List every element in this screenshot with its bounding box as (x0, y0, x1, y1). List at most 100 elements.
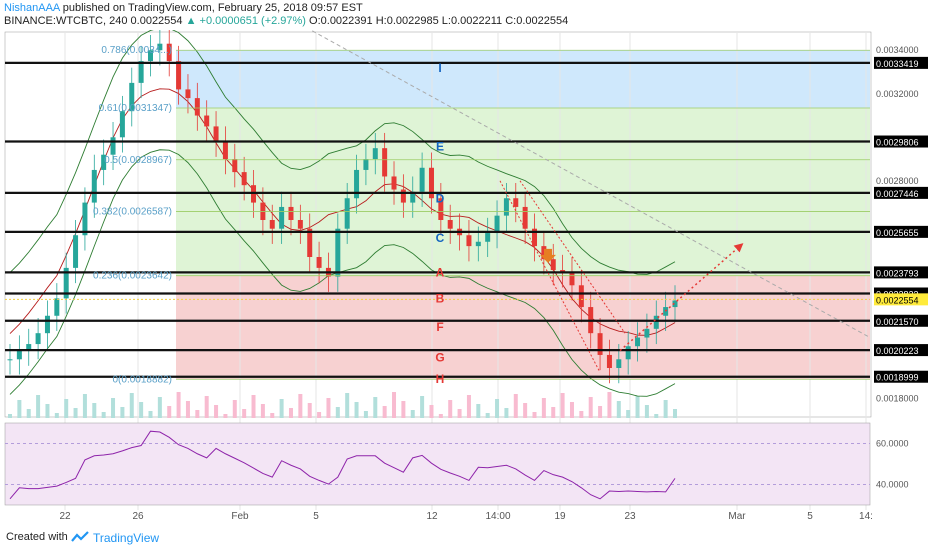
candle-body (213, 126, 219, 142)
fib-label: 0.382(0.0026587) (93, 207, 172, 218)
up-arrow-icon: ▲ (185, 15, 197, 27)
candle-body (176, 61, 182, 90)
x-tick: Mar (728, 511, 746, 522)
volume-bar (45, 404, 50, 418)
volume-bar (448, 400, 453, 418)
x-tick: 22 (59, 511, 71, 522)
candle-body (606, 354, 612, 368)
candle-body (44, 315, 50, 334)
candle-body (232, 159, 238, 173)
price-label-bg (874, 314, 928, 327)
last-price: 0.0022554 (130, 15, 183, 27)
upper-band (9, 30, 676, 275)
candle-body (129, 82, 135, 112)
volume-bar (513, 394, 518, 418)
zone-red (176, 275, 870, 380)
price-tick: 0.0018000 (876, 393, 919, 403)
volume-bar (26, 409, 31, 418)
price-label: 0.0027446 (876, 189, 919, 199)
volume-bar (476, 404, 481, 418)
volume-bar (111, 398, 116, 418)
candle-body (382, 148, 388, 177)
volume-bar (251, 395, 256, 418)
candle-body (288, 206, 294, 220)
chart-header: NishanAAA published on TradingView.com, … (0, 0, 932, 30)
volume-bar (8, 414, 12, 418)
candle-body (101, 154, 107, 170)
ohlc-line: BINANCE:WTCBTC, 240 0.0022554 ▲ +0.00006… (4, 15, 568, 27)
price-label-bg (874, 135, 928, 148)
volume-bar (392, 392, 397, 418)
volume-bar (504, 408, 509, 418)
candle-body (204, 115, 210, 127)
volume-bar (616, 401, 621, 418)
fib-label: 0.61(0.0031347) (99, 103, 172, 114)
candle-body (26, 344, 32, 351)
volume-bar (663, 400, 668, 418)
zone-letter: F (436, 320, 443, 334)
volume-bar (485, 413, 490, 418)
candle-body (138, 61, 144, 83)
volume-bar (607, 392, 612, 418)
candle-body (82, 202, 88, 236)
author-name[interactable]: NishanAAA (4, 2, 60, 14)
candle-body (438, 198, 444, 220)
volume-bar (242, 409, 247, 418)
price-tick: 0.0028000 (876, 176, 919, 186)
volume-bar (429, 405, 434, 418)
price-label: 0.0020223 (876, 346, 919, 356)
candle-body (241, 172, 247, 186)
price-label: 0.0021570 (876, 317, 919, 327)
zone-letter: G (435, 350, 444, 364)
volume-bar (120, 407, 125, 418)
candle-body (16, 350, 22, 360)
candle-body (494, 215, 500, 234)
volume-bar (466, 395, 471, 418)
fib-label: 0(0.0018882) (113, 374, 173, 385)
created-with-text: Created with (6, 531, 68, 543)
x-tick: Feb (231, 511, 249, 522)
volume-bar (598, 406, 603, 418)
volume-bar (157, 397, 162, 418)
candle-body (307, 228, 313, 257)
volume-bar (532, 412, 537, 418)
candle-body (447, 220, 453, 229)
volume-bar (401, 401, 406, 418)
tradingview-brand[interactable]: TradingView (93, 531, 160, 545)
candle-body (391, 176, 397, 190)
candle-body (54, 298, 60, 316)
x-tick: 23 (624, 511, 636, 522)
close-value: C:0.0022554 (505, 15, 569, 27)
volume-bar (92, 403, 97, 418)
candle-body (400, 189, 406, 203)
candle-body (503, 198, 509, 216)
candle-body (279, 206, 285, 229)
down-arrow-icon (540, 248, 556, 263)
candle-body (194, 98, 200, 116)
candle-body (73, 235, 79, 268)
candle-body (475, 241, 481, 247)
price-label-bg (874, 370, 928, 383)
price-chart[interactable]: 0.786(0.0034...) 0.61(0.0031347) 0.5(0.002… (0, 30, 932, 526)
volume-bar (326, 398, 331, 418)
x-tick: 5 (313, 511, 319, 522)
price-label: 0.0029806 (876, 138, 919, 148)
published-text: published on TradingView.com, February 2… (59, 2, 363, 14)
chart-footer: Created with TradingView (0, 526, 932, 550)
rsi-tick: 40.0000 (876, 480, 909, 490)
volume-bar (195, 410, 200, 418)
volume-bar (260, 404, 265, 418)
price-label-bg (874, 344, 928, 357)
volume-bar (167, 406, 172, 418)
candle-body (91, 169, 97, 203)
candle-body (616, 359, 622, 368)
candle-body (485, 233, 491, 242)
rsi-tick: 60.0000 (876, 439, 909, 449)
volume-bar (626, 410, 631, 418)
trend-line-gray (309, 30, 871, 338)
volume-bar (551, 407, 556, 418)
volume-bar (635, 396, 640, 418)
candle-body (7, 359, 13, 361)
candle-body (410, 191, 416, 203)
volume-bar (73, 408, 78, 418)
